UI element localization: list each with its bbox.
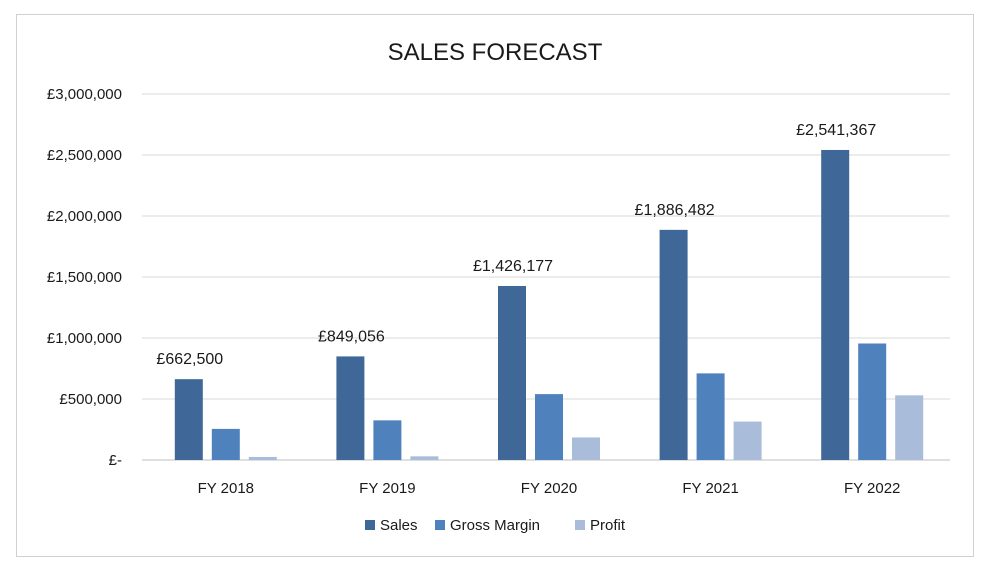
y-tick-label: £1,500,000 [47,269,122,286]
bar-profit [248,456,277,460]
x-tick-label: FY 2020 [521,480,577,497]
bar-profit [572,437,600,460]
bar-sales [336,356,365,460]
data-label: £1,426,177 [473,258,553,275]
data-label: £849,056 [318,328,385,345]
chart-frame [16,14,974,557]
bar-sales [498,286,526,460]
bar-gross-margin [373,420,402,460]
y-tick-label: £1,000,000 [47,330,122,347]
y-tick-label: £3,000,000 [47,86,122,103]
x-tick-label: FY 2021 [682,480,738,497]
bar-sales [659,229,688,460]
legend-swatch-gross-margin [435,520,445,530]
legend-label: Profit [590,517,626,534]
y-tick-label: £2,000,000 [47,208,122,225]
y-tick-label: £500,000 [59,391,122,408]
bar-sales [821,149,850,460]
y-tick-label: £- [109,452,122,469]
bar-profit [733,421,762,460]
legend-swatch-profit [575,520,585,530]
bar-gross-margin [211,428,240,460]
bar-profit [895,395,924,460]
legend-label: Gross Margin [450,517,540,534]
chart-title: SALES FORECAST [388,39,603,66]
bar-sales [174,379,203,460]
legend-label: Sales [380,517,418,534]
data-label: £662,500 [156,351,223,368]
x-tick-label: FY 2019 [359,480,415,497]
bar-profit [410,456,439,460]
x-tick-label: FY 2018 [198,480,254,497]
bar-gross-margin [858,343,887,460]
data-label: £2,541,367 [796,122,876,139]
bar-gross-margin [535,394,563,460]
x-tick-label: FY 2022 [844,480,900,497]
bar-gross-margin [696,373,725,460]
legend-swatch-sales [365,520,375,530]
data-label: £1,886,482 [635,202,715,219]
y-tick-label: £2,500,000 [47,147,122,164]
